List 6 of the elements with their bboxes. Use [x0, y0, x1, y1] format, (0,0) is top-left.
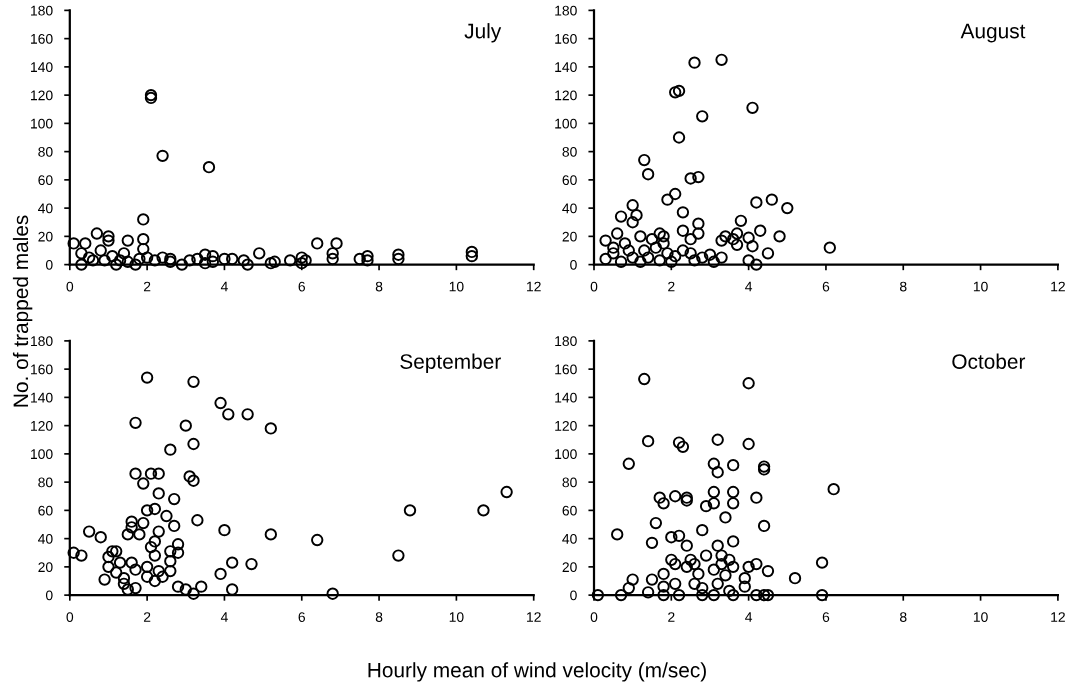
chart-title: October: [952, 353, 1026, 369]
x-axis-title: Hourly mean of wind velocity (m/sec): [368, 662, 706, 682]
text: July: [464, 23, 502, 43]
text: August: [960, 23, 1026, 43]
y-axis-title: No. of trapped males: [12, 215, 33, 407]
text: September: [400, 353, 501, 374]
